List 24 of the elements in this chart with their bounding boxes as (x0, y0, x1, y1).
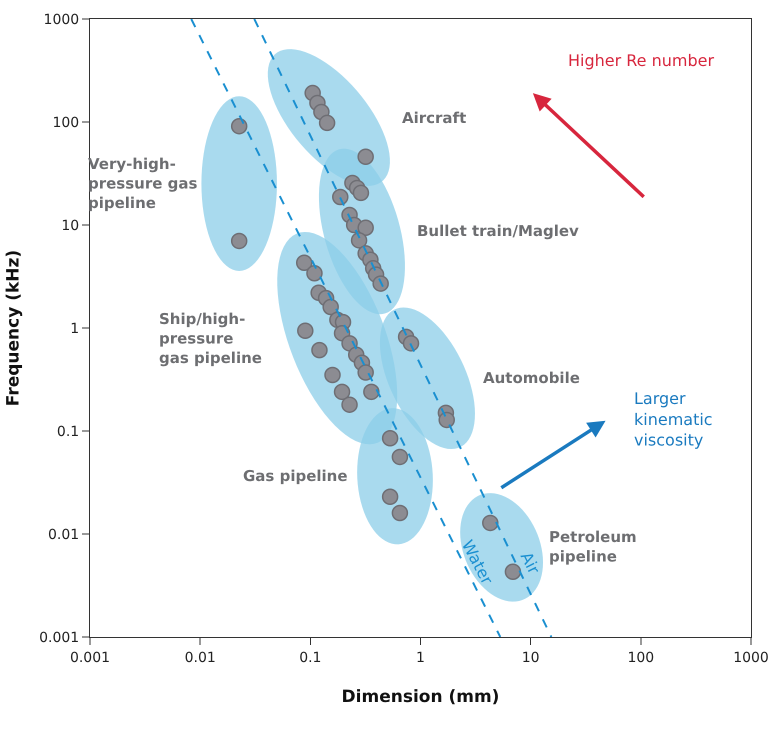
text: Ship/high- pressure gas pipeline (159, 310, 262, 367)
text: Aircraft (402, 109, 466, 127)
text: Gas pipeline (243, 467, 348, 485)
x-tick-label: 0.01 (184, 650, 216, 666)
x-tick-label: 100 (627, 650, 654, 666)
text: Bullet train/Maglev (417, 222, 580, 240)
series-label: Petroleum pipeline (549, 528, 637, 566)
annotation: Higher Re number (568, 51, 714, 70)
x-axis-title: Dimension (mm) (342, 687, 500, 708)
y-tick-label: 100 (52, 114, 80, 131)
y-tick-label: 1000 (44, 12, 80, 28)
x-tick-label: 10 (522, 650, 540, 666)
x-tick-label: 1000 (733, 650, 769, 666)
x-tick-label: 1 (416, 650, 425, 666)
y-tick-label: 0.001 (39, 630, 80, 646)
x-tick-label: 0.1 (299, 650, 322, 666)
y-tick-label: 0.1 (56, 424, 80, 440)
y-axis-title: Frequency (kHz) (4, 250, 24, 406)
text: Air (516, 548, 544, 578)
y-tick-label: 10 (61, 218, 80, 234)
y-tick-label: 0.01 (48, 526, 80, 543)
annotation: Larger kinematic viscosity (634, 389, 713, 450)
y-tick-label: 1 (70, 320, 80, 337)
text: Automobile (483, 369, 580, 387)
